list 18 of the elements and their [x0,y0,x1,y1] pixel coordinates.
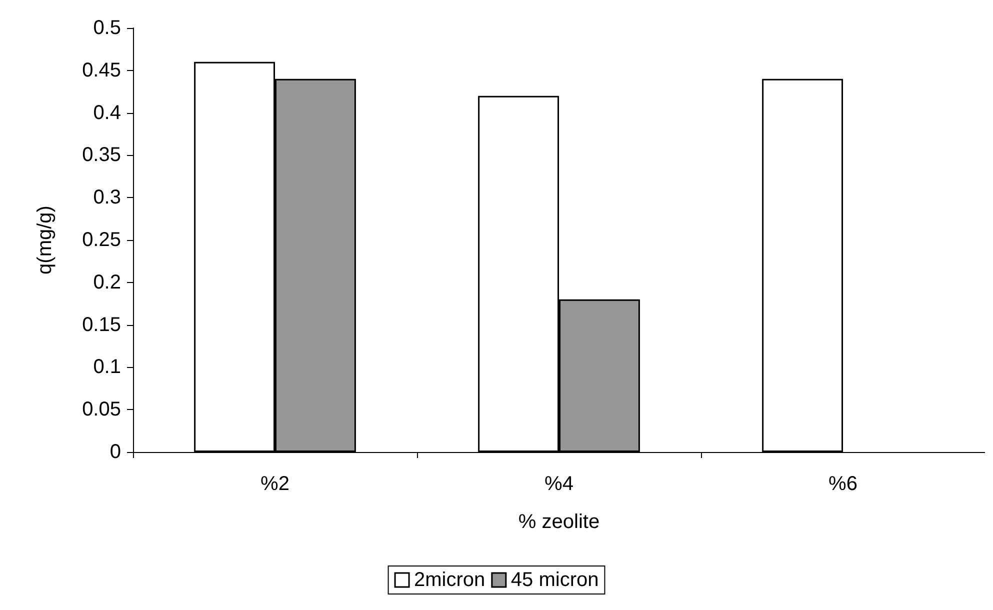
y-tick-label: 0.3 [93,186,121,209]
x-tick-label: %6 [828,473,858,495]
x-tick-label: %2 [260,473,290,495]
y-tick-label: 0 [110,441,121,463]
y-tick-label: 0.5 [93,17,121,39]
y-tick-label: 0.2 [93,271,121,294]
y-tick-label: 0.35 [82,144,121,166]
legend-label: 45 micron [510,569,599,591]
y-tick-label: 0.4 [93,102,121,124]
y-axis-title: q(mg/g) [34,206,56,274]
x-axis-title: % zeolite [518,511,600,533]
y-tick-label: 0.1 [93,356,121,378]
y-tick-label: 0.05 [82,398,121,421]
y-tick-label: 0.45 [82,59,121,82]
y-tick-label: 0.25 [82,229,121,251]
y-tick-label: 0.15 [82,314,121,336]
x-tick-label: %4 [544,473,574,495]
legend-label: 2micron [414,569,486,591]
